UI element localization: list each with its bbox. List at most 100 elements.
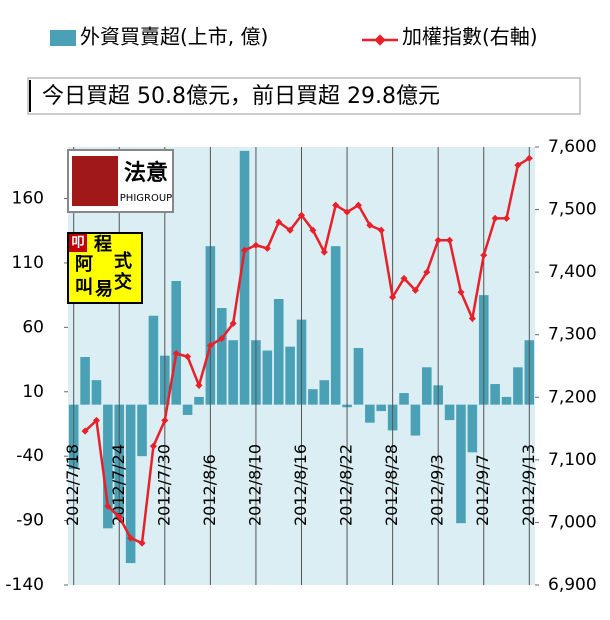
legend-bars: 外資買賣超(上市, 億): [80, 25, 268, 49]
logo-char: 易: [95, 279, 113, 300]
bar: [308, 389, 318, 405]
x-tick-label: 2012/9/3: [428, 454, 447, 526]
bar: [103, 404, 113, 529]
logo-char: 程: [94, 234, 112, 255]
bar: [228, 340, 238, 405]
y2-tick-label: 7,500: [548, 200, 597, 220]
x-tick-label: 2012/9/13: [519, 444, 538, 526]
index-marker: [332, 201, 340, 209]
y-tick-label: 160: [12, 189, 44, 209]
legend-swatch-bars: [50, 30, 76, 46]
index-marker: [286, 226, 294, 234]
summary-text: 今日買超 50.8億元，前日買超 29.8億元: [42, 84, 440, 109]
legend-line: 加權指數(右軸): [402, 25, 538, 49]
index-marker: [514, 161, 522, 169]
y2-tick-label: 7,100: [548, 450, 597, 470]
index-marker: [354, 201, 362, 209]
bar: [490, 384, 500, 405]
index-marker: [297, 211, 306, 219]
bar: [456, 404, 466, 524]
x-tick-label: 2012/8/10: [245, 444, 264, 526]
x-tick-label: 2012/8/6: [200, 454, 219, 526]
y-tick-label: -40: [16, 446, 44, 466]
bar: [194, 396, 204, 405]
bar: [262, 350, 273, 405]
index-marker: [423, 268, 431, 276]
index-marker: [411, 286, 419, 294]
y2-tick-label: 7,000: [548, 512, 597, 532]
bar: [137, 404, 147, 457]
index-marker: [309, 226, 317, 234]
x-tick-label: 2012/8/28: [382, 444, 401, 526]
bar: [410, 404, 421, 436]
y2-tick-label: 7,400: [548, 262, 597, 282]
y-tick-label: 60: [22, 317, 44, 337]
bar: [501, 396, 512, 405]
x-tick-label: 2012/8/16: [291, 444, 310, 526]
logo-icon: [69, 234, 87, 252]
index-marker: [81, 427, 89, 435]
bar: [171, 280, 181, 405]
bar: [399, 393, 409, 405]
bar: [148, 315, 159, 405]
index-marker: [115, 513, 123, 521]
index-marker: [161, 416, 169, 424]
index-marker: [241, 246, 249, 254]
index-marker: [377, 226, 385, 234]
bar: [422, 367, 432, 405]
index-marker: [149, 442, 157, 450]
index-marker: [206, 341, 214, 349]
index-marker: [457, 288, 465, 296]
bar: [239, 150, 250, 405]
index-marker: [468, 314, 476, 322]
index-marker: [446, 236, 454, 244]
bar: [376, 404, 387, 412]
index-marker: [127, 534, 135, 542]
index-marker: [434, 236, 442, 244]
logo-sub: PHIGROUP: [120, 193, 172, 204]
summary-box: [27, 77, 581, 115]
bar: [80, 356, 90, 405]
y-tick-label: -90: [16, 511, 44, 531]
logo-icon: [72, 156, 118, 206]
logo-char: 交: [114, 271, 132, 293]
y2-tick-label: 7,600: [548, 137, 597, 157]
index-marker: [229, 319, 237, 327]
x-tick-label: 2012/7/24: [109, 444, 128, 526]
bar: [365, 404, 375, 423]
y-tick-label: -140: [5, 575, 44, 595]
index-marker: [138, 539, 146, 547]
index-marker: [195, 381, 203, 389]
index-marker: [400, 274, 408, 282]
y2-tick-label: 7,200: [548, 387, 597, 407]
index-marker: [252, 241, 260, 249]
index-marker: [389, 293, 397, 301]
logo-char: 式: [114, 250, 132, 272]
index-marker: [366, 221, 374, 229]
bar: [91, 380, 102, 405]
index-marker: [184, 353, 192, 361]
y2-tick-label: 7,300: [548, 325, 597, 345]
legend-marker: [374, 34, 386, 46]
logo-text: 法意: [124, 160, 168, 186]
index-marker: [104, 502, 112, 510]
logo-prog: 叩 程 阿 式 叫 交 易: [67, 232, 143, 304]
bar: [273, 299, 284, 405]
bar: [467, 404, 478, 453]
index-marker: [480, 251, 488, 259]
index-line: [84, 157, 530, 545]
x-tick-label: 2012/8/22: [337, 444, 356, 526]
index-marker: [218, 334, 226, 343]
logo-char: 叩: [71, 236, 84, 251]
x-tick-label: 2012/9/7: [473, 454, 492, 526]
index-marker: [525, 154, 533, 162]
bar: [330, 246, 341, 405]
bar: [285, 346, 295, 405]
index-marker: [172, 349, 180, 358]
y2-tick-label: 6,900: [548, 575, 597, 595]
x-tick-label: 2012/7/18: [63, 444, 82, 526]
index-marker: [343, 208, 351, 216]
bar: [216, 308, 227, 405]
bar: [353, 347, 364, 405]
